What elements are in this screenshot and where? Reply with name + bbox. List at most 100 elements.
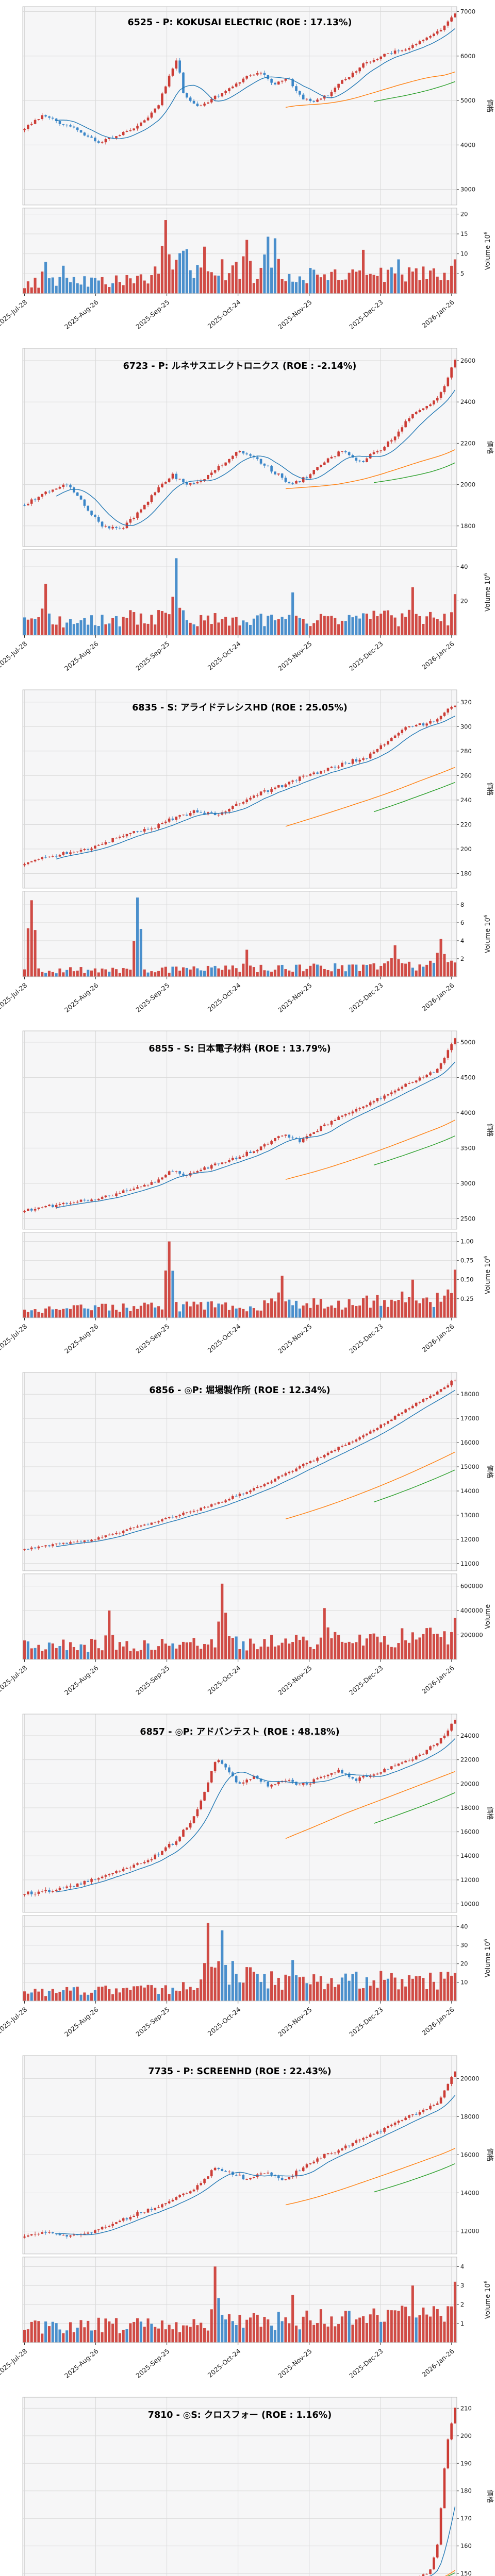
volume-tick-label: 3 [460, 2282, 464, 2289]
price-tick-label: 1800 [460, 522, 475, 530]
volume-axis-title: Volume 106 [484, 231, 492, 270]
price-axis: 10000 12000 14000 16000 18000 20000 22000 24000 [456, 1732, 480, 1908]
price-axis-title: 価格 [486, 1465, 494, 1479]
x-tick-label: 2025-Oct-24 [206, 2347, 242, 2379]
price-tick-label: 200 [460, 2432, 472, 2439]
x-tick-label: 2025-Aug-26 [63, 298, 100, 331]
ma-short-line [56, 715, 455, 859]
x-tick-label: 2025-Dec-23 [348, 981, 385, 1013]
stock-chart-panel-6857: 6857 - ◎P: アドバンテスト (ROE : 48.18%) 10000 12… [0, 1707, 495, 2049]
price-tick-label: 10000 [460, 1901, 480, 1908]
x-tick-label: 2025-Jul-28 [0, 1323, 28, 1352]
price-tick-label: 16000 [460, 1439, 480, 1446]
price-tick-label: 320 [460, 698, 472, 705]
grid-lines [23, 348, 457, 635]
price-tick-label: 5000 [460, 97, 475, 104]
price-axis-title: 価格 [486, 1124, 494, 1137]
price-plot-area [23, 1372, 457, 1571]
x-tick-label: 2025-Dec-23 [348, 1323, 385, 1355]
x-tick-label: 2025-Nov-25 [276, 1323, 313, 1355]
x-tick-label: 2025-Sep-25 [134, 298, 171, 331]
stock-chart-panel-6856: 6856 - ◎P: 堀場製作所 (ROE : 12.34%) 11000 1200… [0, 1366, 495, 1707]
x-tick-label: 2025-Dec-23 [348, 639, 385, 672]
volume-bars [23, 1242, 457, 1318]
price-tick-label: 180 [460, 870, 472, 877]
volume-bars [23, 1923, 457, 2001]
price-tick-label: 210 [460, 2404, 472, 2412]
price-tick-label: 4000 [460, 1109, 475, 1116]
price-axis-title: 価格 [486, 2489, 494, 2503]
date-axis: 2025-Jul-28 2025-Aug-26 2025-Sep-25 2025-Oc… [0, 635, 456, 672]
grid-lines [23, 689, 457, 977]
x-tick-label: 2025-Nov-25 [276, 2347, 313, 2379]
price-tick-label: 12000 [460, 1876, 480, 1884]
chart-title: 6835 - S: アライドテレシスHD (ROE : 25.05%) [132, 702, 348, 713]
price-tick-label: 4000 [460, 141, 475, 148]
price-axis: 150 160 170 180 190 200 210 [456, 2404, 472, 2576]
volume-axis: 10 20 30 40 [456, 1923, 468, 1986]
grid-lines [23, 1372, 457, 1660]
price-tick-label: 15000 [460, 1463, 480, 1470]
x-tick-label: 2025-Sep-25 [134, 1664, 171, 1697]
price-tick-label: 5000 [460, 1039, 475, 1046]
candlesticks [23, 1718, 456, 1897]
volume-bars [23, 558, 457, 635]
x-tick-label: 2026-Jan-26 [420, 639, 455, 671]
volume-tick-label: 2 [460, 955, 464, 962]
price-tick-label: 260 [460, 772, 472, 779]
price-tick-label: 3000 [460, 186, 475, 193]
ma-mid-line [285, 449, 455, 489]
candlesticks [416, 2407, 456, 2576]
ma-short-line [56, 1062, 455, 1209]
price-axis-title: 価格 [486, 782, 494, 795]
stock-chart-panel-7810: 7810 - ◎S: クロスフォー (ROE : 1.16%) 150 160 170… [0, 2390, 495, 2576]
volume-tick-label: 0.50 [460, 1276, 474, 1283]
volume-tick-label: 15 [460, 230, 468, 238]
ma-long-line [373, 2163, 455, 2193]
x-tick-label: 2025-Dec-23 [348, 2347, 385, 2379]
ma-long-line [373, 1136, 455, 1166]
stock-chart-panel-7735: 7735 - P: SCREENHD (ROE : 22.43%) 12000 14… [0, 2048, 495, 2391]
x-tick-label: 2025-Jul-28 [0, 2347, 28, 2377]
x-tick-label: 2025-Aug-26 [63, 2347, 100, 2379]
price-axis: 2500 3000 3500 4000 4500 5000 [456, 1039, 475, 1223]
volume-tick-label: 1.00 [460, 1238, 474, 1245]
stock-chart-panel-6723: 6723 - P: ルネサスエレクトロニクス (ROE : -2.14%) 180… [0, 341, 495, 683]
price-tick-label: 14000 [460, 1852, 480, 1859]
ma-long-line [373, 1792, 455, 1824]
x-tick-label: 2026-Jan-26 [420, 2347, 455, 2378]
price-axis: 180 200 220 240 260 280 300 320 [456, 698, 472, 877]
ma-short-line [56, 1738, 455, 1892]
volume-tick-label: 30 [460, 1942, 468, 1949]
price-tick-label: 280 [460, 747, 472, 754]
candlesticks [23, 705, 456, 867]
x-tick-label: 2026-Jan-26 [420, 981, 455, 1012]
price-plot-area [23, 1031, 457, 1230]
volume-axis-title: Volume 106 [484, 1256, 492, 1295]
price-tick-label: 150 [460, 2570, 472, 2576]
grid-lines [23, 6, 457, 294]
price-tick-label: 2200 [460, 439, 475, 447]
price-tick-label: 3500 [460, 1145, 475, 1152]
grid-lines [23, 2397, 457, 2576]
date-axis: 2025-Jul-28 2025-Aug-26 2025-Sep-25 2025-Oc… [0, 2342, 456, 2380]
price-plot-area [23, 348, 457, 547]
date-axis: 2025-Jul-28 2025-Aug-26 2025-Sep-25 2025-Oc… [0, 1318, 456, 1355]
volume-axis: 2 4 6 8 [456, 901, 464, 962]
price-plot-area [23, 1714, 457, 1912]
x-tick-label: 2025-Aug-26 [63, 1664, 100, 1697]
ma-mid-line [285, 71, 455, 108]
ma-long-line [373, 782, 455, 812]
price-axis-title: 価格 [486, 99, 494, 112]
candlestick-chart-svg: 2500 3000 3500 4000 4500 5000 0.25 0.50 0.75 1.00… [0, 1030, 494, 1355]
x-tick-label: 2025-Nov-25 [276, 1664, 313, 1697]
volume-tick-label: 200000 [460, 1632, 483, 1639]
price-tick-label: 13000 [460, 1512, 480, 1519]
candlesticks [23, 1379, 456, 1551]
x-tick-label: 2025-Oct-24 [206, 639, 242, 671]
volume-tick-label: 4 [460, 937, 464, 944]
stock-chart-panel-6525: 6525 - P: KOKUSAI ELECTRIC (ROE : 17.13%… [0, 0, 495, 342]
volume-tick-label: 0.25 [460, 1295, 474, 1302]
